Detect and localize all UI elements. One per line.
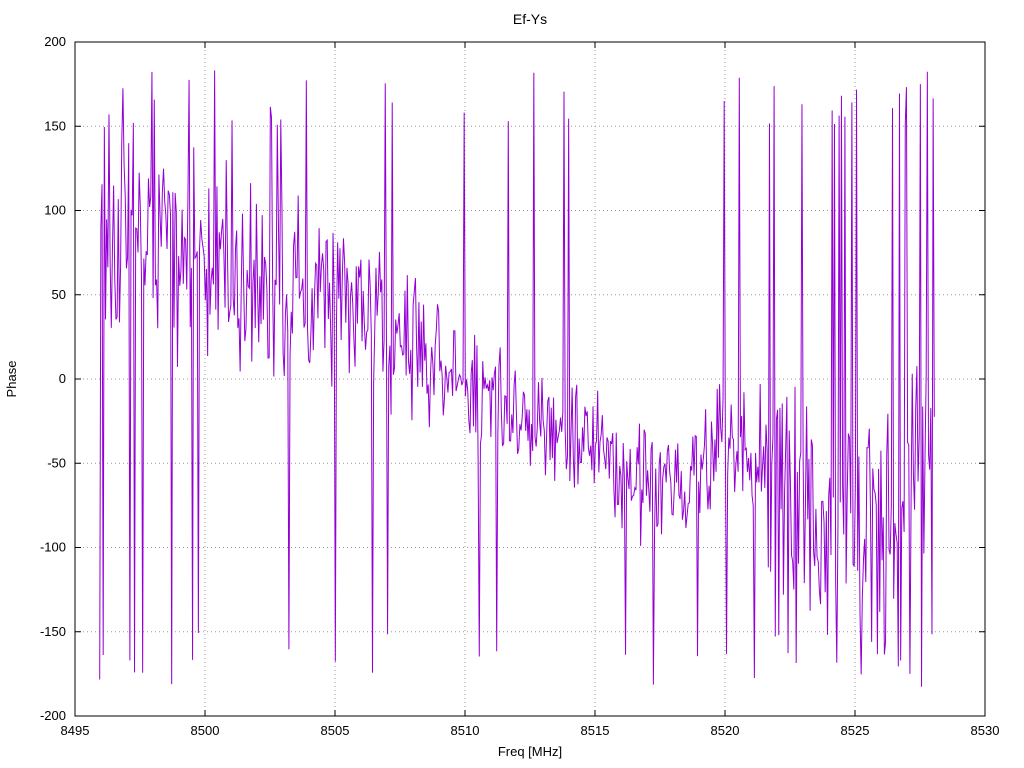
tick-labels: 8495 8500 8505 8510 8515 8520 8525 8530 -200 -150… (40, 34, 999, 738)
x-axis-label: Freq [MHz] (498, 744, 562, 759)
y-axis-label: Phase (4, 361, 19, 398)
y-tick-label: 50 (52, 287, 66, 302)
phase-trace (99, 70, 935, 687)
chart-title: Ef-Ys (513, 11, 547, 27)
x-tick-label: 8495 (61, 723, 90, 738)
y-tick-label: -50 (47, 455, 66, 470)
y-tick-label: -200 (40, 708, 66, 723)
tick-marks (74, 41, 986, 717)
x-tick-label: 8500 (191, 723, 220, 738)
y-tick-label: 100 (44, 203, 66, 218)
y-tick-label: -100 (40, 540, 66, 555)
x-tick-label: 8520 (711, 723, 740, 738)
y-tick-label: 0 (59, 371, 66, 386)
x-tick-label: 8530 (971, 723, 1000, 738)
grid-lines (74, 41, 986, 717)
y-tick-label: 200 (44, 34, 66, 49)
y-tick-label: 150 (44, 118, 66, 133)
phase-trace-line (99, 70, 935, 687)
x-tick-label: 8505 (321, 723, 350, 738)
x-tick-label: 8525 (841, 723, 870, 738)
y-tick-label: -150 (40, 624, 66, 639)
x-tick-label: 8515 (581, 723, 610, 738)
x-tick-label: 8510 (451, 723, 480, 738)
